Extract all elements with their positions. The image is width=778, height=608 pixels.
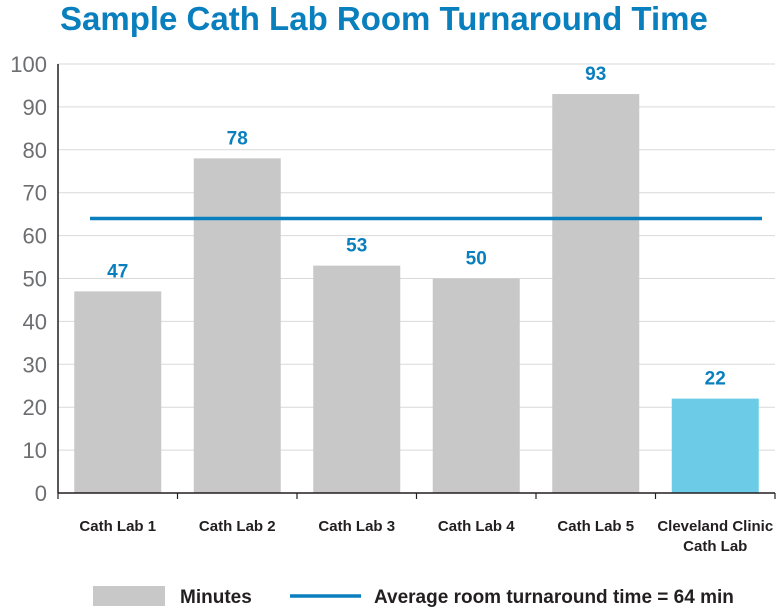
category-label: Cath Lab 3 — [318, 518, 395, 535]
y-tick-label: 0 — [35, 481, 47, 506]
chart-title: Sample Cath Lab Room Turnaround Time — [60, 0, 708, 37]
y-tick-label: 20 — [23, 395, 47, 420]
data-label: 47 — [107, 261, 128, 282]
bar-5 — [552, 94, 640, 493]
category-label: Cath Lab 4 — [438, 518, 515, 535]
legend-label-average: Average room turnaround time = 64 min — [374, 587, 734, 608]
y-tick-label: 10 — [23, 438, 47, 463]
legend: Minutes Average room turnaround time = 64… — [93, 586, 734, 608]
y-tick-label: 100 — [10, 52, 47, 77]
bar-1 — [74, 291, 162, 493]
category-label: Cath Lab 1 — [79, 518, 156, 535]
data-labels: 47 78 53 50 93 22 — [107, 64, 726, 390]
y-tick-label: 30 — [23, 352, 47, 377]
y-tick-label: 50 — [23, 267, 47, 292]
bar-4 — [432, 278, 520, 493]
bar-6 — [671, 398, 759, 493]
category-label: Cath Lab — [683, 538, 747, 555]
legend-swatch-minutes — [93, 586, 165, 606]
y-axis-ticks: 0 10 20 30 40 50 60 70 80 90 100 — [10, 52, 47, 506]
bar-3 — [313, 265, 401, 493]
data-label: 50 — [466, 249, 487, 270]
y-tick-label: 40 — [23, 309, 47, 334]
y-tick-label: 80 — [23, 138, 47, 163]
data-label: 78 — [227, 128, 248, 149]
bar-2 — [193, 158, 281, 493]
y-tick-label: 70 — [23, 181, 47, 206]
data-label: 53 — [346, 236, 367, 257]
gridlines — [58, 63, 775, 451]
data-label: 93 — [585, 64, 606, 85]
y-tick-label: 90 — [23, 95, 47, 120]
category-label: Cleveland Clinic — [657, 518, 773, 535]
category-label: Cath Lab 2 — [199, 518, 276, 535]
category-label: Cath Lab 5 — [557, 518, 634, 535]
data-label: 22 — [705, 369, 726, 390]
x-axis — [57, 64, 776, 499]
y-tick-label: 60 — [23, 224, 47, 249]
bars — [74, 94, 759, 493]
legend-label-minutes: Minutes — [180, 587, 252, 608]
category-labels: Cath Lab 1 Cath Lab 2 Cath Lab 3 Cath Lab 4… — [79, 518, 773, 555]
